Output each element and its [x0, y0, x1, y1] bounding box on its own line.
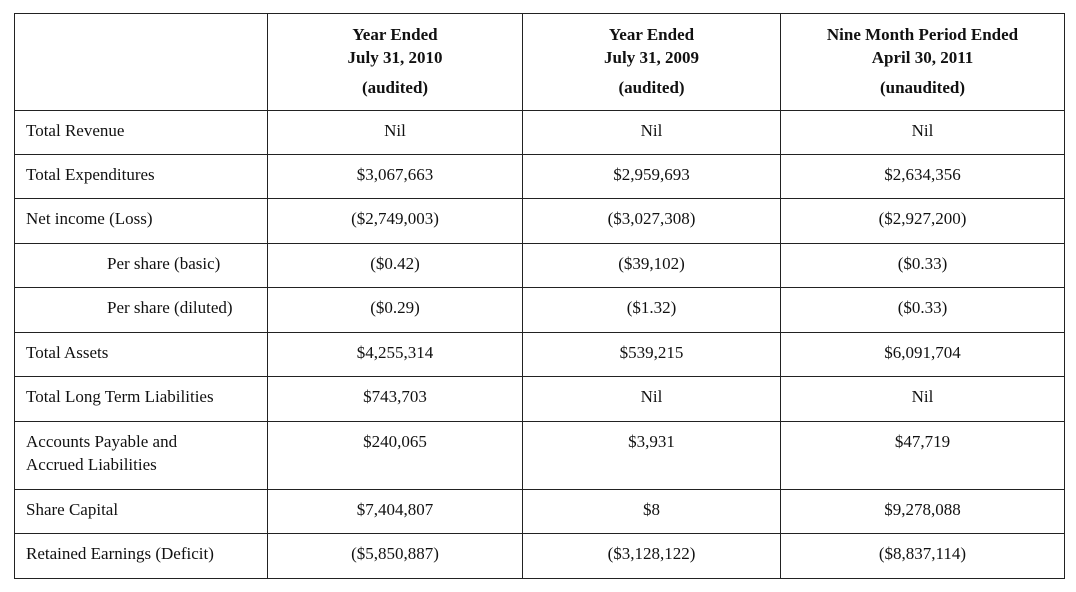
table-row: Total Expenditures $3,067,663 $2,959,693…: [14, 154, 1065, 199]
table-cell: $6,091,704: [780, 332, 1065, 377]
header-cell-nine-month-2011: Nine Month Period Ended April 30, 2011 (…: [780, 13, 1065, 111]
header-line: July 31, 2009: [604, 48, 699, 67]
table-row: Total Long Term Liabilities $743,703 Nil…: [14, 376, 1065, 422]
table-cell: ($0.33): [780, 287, 1065, 333]
financial-summary-table-container: Year Ended July 31, 2010 (audited) Year …: [14, 13, 1065, 579]
table-cell: $2,959,693: [522, 154, 781, 199]
table-cell: ($5,850,887): [267, 533, 523, 579]
table-cell: ($2,927,200): [780, 198, 1065, 244]
table-cell: Nil: [780, 376, 1065, 422]
table-cell: $2,634,356: [780, 154, 1065, 199]
row-label: Total Expenditures: [14, 154, 268, 199]
row-label-indented: Per share (diluted): [14, 287, 268, 333]
table-cell: ($1.32): [522, 287, 781, 333]
table-row: Net income (Loss) ($2,749,003) ($3,027,3…: [14, 198, 1065, 244]
row-label: Accounts Payable and Accrued Liabilities: [14, 421, 268, 490]
header-row: Year Ended July 31, 2010 (audited) Year …: [14, 13, 1065, 111]
header-line: Nine Month Period Ended: [826, 25, 1019, 44]
header-cell-empty: [14, 13, 268, 111]
row-label: Share Capital: [14, 489, 268, 534]
header-audit-status: (audited): [618, 78, 685, 97]
table-row: Retained Earnings (Deficit) ($5,850,887)…: [14, 533, 1065, 579]
row-label: Total Assets: [14, 332, 268, 377]
table-row: Share Capital $7,404,807 $8 $9,278,088: [14, 489, 1065, 534]
table-cell: ($39,102): [522, 243, 781, 288]
table-cell: $240,065: [267, 421, 523, 490]
row-label: Total Long Term Liabilities: [14, 376, 268, 422]
table-cell: $7,404,807: [267, 489, 523, 534]
table-cell: $3,067,663: [267, 154, 523, 199]
header-cell-fy2009: Year Ended July 31, 2009 (audited): [522, 13, 781, 111]
row-label-line: Accounts Payable and: [26, 432, 178, 451]
header-audit-status: (audited): [361, 78, 429, 97]
table-cell: $47,719: [780, 421, 1065, 490]
table-cell: $8: [522, 489, 781, 534]
table-cell: ($0.29): [267, 287, 523, 333]
header-line: Year Ended: [608, 25, 695, 44]
table-cell: $539,215: [522, 332, 781, 377]
table-cell: ($2,749,003): [267, 198, 523, 244]
table-cell: $743,703: [267, 376, 523, 422]
table-cell: $3,931: [522, 421, 781, 490]
row-label-indented: Per share (basic): [14, 243, 268, 288]
table-cell: ($0.33): [780, 243, 1065, 288]
table-cell: Nil: [267, 110, 523, 155]
row-label-line: Accrued Liabilities: [26, 455, 157, 474]
header-cell-fy2010: Year Ended July 31, 2010 (audited): [267, 13, 523, 111]
table-row: Per share (basic) ($0.42) ($39,102) ($0.…: [14, 243, 1065, 288]
table-cell: Nil: [522, 376, 781, 422]
table-cell: ($3,128,122): [522, 533, 781, 579]
row-label: Retained Earnings (Deficit): [14, 533, 268, 579]
table-cell: $4,255,314: [267, 332, 523, 377]
table-cell: ($0.42): [267, 243, 523, 288]
row-label: Net income (Loss): [14, 198, 268, 244]
header-line: April 30, 2011: [871, 48, 974, 67]
table-cell: ($3,027,308): [522, 198, 781, 244]
financial-summary-table: Year Ended July 31, 2010 (audited) Year …: [14, 13, 1065, 579]
header-line: Year Ended: [352, 25, 438, 44]
table-cell: Nil: [780, 110, 1065, 155]
table-cell: $9,278,088: [780, 489, 1065, 534]
header-line: July 31, 2010: [347, 48, 443, 67]
table-cell: Nil: [522, 110, 781, 155]
row-label: Total Revenue: [14, 110, 268, 155]
header-audit-status: (unaudited): [879, 78, 966, 97]
table-cell: ($8,837,114): [780, 533, 1065, 579]
table-row: Total Assets $4,255,314 $539,215 $6,091,…: [14, 332, 1065, 377]
table-row: Per share (diluted) ($0.29) ($1.32) ($0.…: [14, 287, 1065, 333]
table-row: Total Revenue Nil Nil Nil: [14, 110, 1065, 155]
table-row: Accounts Payable and Accrued Liabilities…: [14, 421, 1065, 490]
